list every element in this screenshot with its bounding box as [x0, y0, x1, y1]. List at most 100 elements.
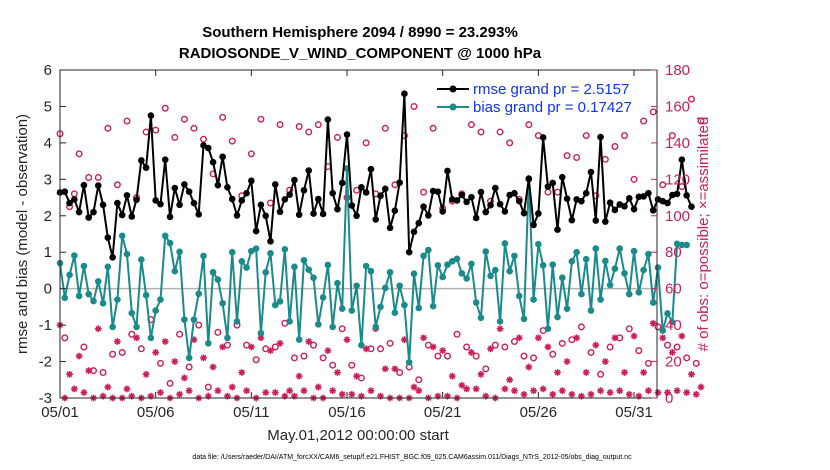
rmse-point — [501, 208, 509, 215]
y-tick-label: 3 — [44, 171, 52, 188]
y-right-tick-label: 60 — [665, 281, 682, 298]
rmse-point — [487, 201, 494, 209]
bias-point — [520, 315, 528, 323]
rmse-point — [276, 208, 284, 216]
obs-possible-point — [606, 343, 614, 351]
bias-point — [200, 252, 207, 260]
bias-point — [367, 267, 375, 275]
obs-possible-point — [61, 334, 69, 342]
obs-possible-point — [152, 126, 160, 134]
y-tick-label: 6 — [44, 62, 52, 79]
bias-point — [463, 275, 470, 282]
rmse-point — [673, 190, 681, 198]
obs-possible-point — [252, 356, 260, 364]
obs-assimilated-point — [554, 369, 561, 376]
rmse-point — [90, 208, 97, 216]
obs-possible-point — [348, 361, 356, 369]
obs-assimilated-point — [578, 392, 585, 400]
bias-point — [558, 274, 566, 282]
obs-possible-point — [501, 343, 509, 351]
bias-point — [219, 299, 226, 307]
obs-assimilated-point — [477, 370, 485, 378]
rmse-point — [190, 199, 198, 207]
obs-possible-point — [496, 128, 504, 136]
rmse-point — [128, 213, 136, 220]
obs-assimilated-point — [334, 369, 341, 376]
obs-possible-point — [687, 95, 695, 103]
chart-subtitle: RADIOSONDE_V_WIND_COMPONENT @ 1000 hPa — [179, 45, 542, 62]
obs-possible-point — [104, 124, 112, 132]
bias-point — [315, 321, 322, 328]
rmse-point — [319, 210, 327, 218]
obs-possible-point — [333, 133, 341, 141]
rmse-point — [463, 198, 470, 206]
y-tick-label: 1 — [44, 244, 52, 261]
obs-possible-point — [506, 139, 514, 147]
obs-assimilated-point — [563, 358, 571, 365]
bias-point — [654, 264, 662, 271]
rmse-point — [300, 186, 308, 194]
obs-possible-point — [673, 343, 681, 351]
bias-point — [582, 255, 590, 263]
bias-point — [630, 247, 638, 255]
bias-point — [568, 258, 576, 265]
rmse-point — [228, 195, 236, 203]
obs-assimilated-point — [558, 387, 566, 395]
obs-possible-point — [295, 122, 303, 130]
obs-possible-point — [118, 348, 126, 356]
obs-assimilated-point — [649, 319, 657, 327]
obs-assimilated-point — [180, 374, 188, 382]
obs-possible-point — [472, 352, 480, 360]
legend-label-rmse: rmse grand pr = 2.5157 — [473, 81, 629, 98]
rmse-point — [171, 184, 179, 192]
bias-series — [56, 165, 690, 366]
y-right-tick-label: 100 — [665, 208, 690, 225]
rmse-point — [472, 214, 480, 222]
rmse-point — [324, 116, 332, 123]
rmse-point — [520, 209, 528, 217]
y-right-tick-label: 120 — [665, 171, 690, 188]
obs-assimilated-point — [224, 392, 231, 400]
y-right-tick-label: 160 — [665, 98, 690, 115]
legend-marker-rmse — [449, 85, 457, 93]
obs-assimilated-point — [415, 387, 423, 395]
rmse-point — [439, 208, 446, 215]
bias-point — [157, 296, 164, 303]
obs-assimilated-point — [582, 369, 590, 376]
bias-point — [99, 299, 107, 307]
obs-possible-point — [271, 343, 279, 351]
obs-assimilated-point — [630, 332, 638, 340]
rmse-point — [425, 212, 432, 219]
x-tick-label: 05/21 — [424, 404, 462, 421]
obs-assimilated-point — [688, 370, 695, 378]
axis-ticks: 05/01 05/06 05/11 05/16 05/21 05/26 05/31 -3 -2 -… — [39, 62, 690, 421]
bias-point — [171, 267, 179, 275]
rmse-point — [166, 213, 174, 221]
rmse-point — [482, 208, 490, 216]
obs-assimilated-point — [262, 389, 270, 396]
rmse-point — [291, 176, 298, 184]
rmse-point — [496, 200, 504, 208]
obs-assimilated-point — [290, 392, 298, 400]
obs-assimilated-point — [597, 387, 604, 395]
rmse-point — [214, 181, 222, 189]
obs-possible-point — [228, 137, 236, 145]
obs-possible-point — [319, 354, 327, 362]
obs-possible-point — [558, 339, 566, 347]
obs-possible-point — [510, 338, 518, 346]
rmse-point — [142, 164, 150, 171]
bias-point — [214, 276, 222, 283]
bias-point — [439, 273, 446, 281]
plot-area — [60, 70, 657, 398]
rmse-point — [233, 212, 241, 219]
obs-assimilated-point — [625, 390, 633, 398]
obs-possible-point — [683, 354, 691, 362]
obs-assimilated-point — [668, 349, 676, 356]
obs-assimilated-point — [75, 352, 83, 360]
obs-possible-point — [434, 352, 442, 360]
x-tick-label: 05/06 — [137, 404, 175, 421]
bias-point — [683, 241, 690, 249]
rmse-point — [85, 214, 93, 221]
obs-assimilated-point — [80, 389, 88, 396]
bias-point — [649, 299, 657, 306]
